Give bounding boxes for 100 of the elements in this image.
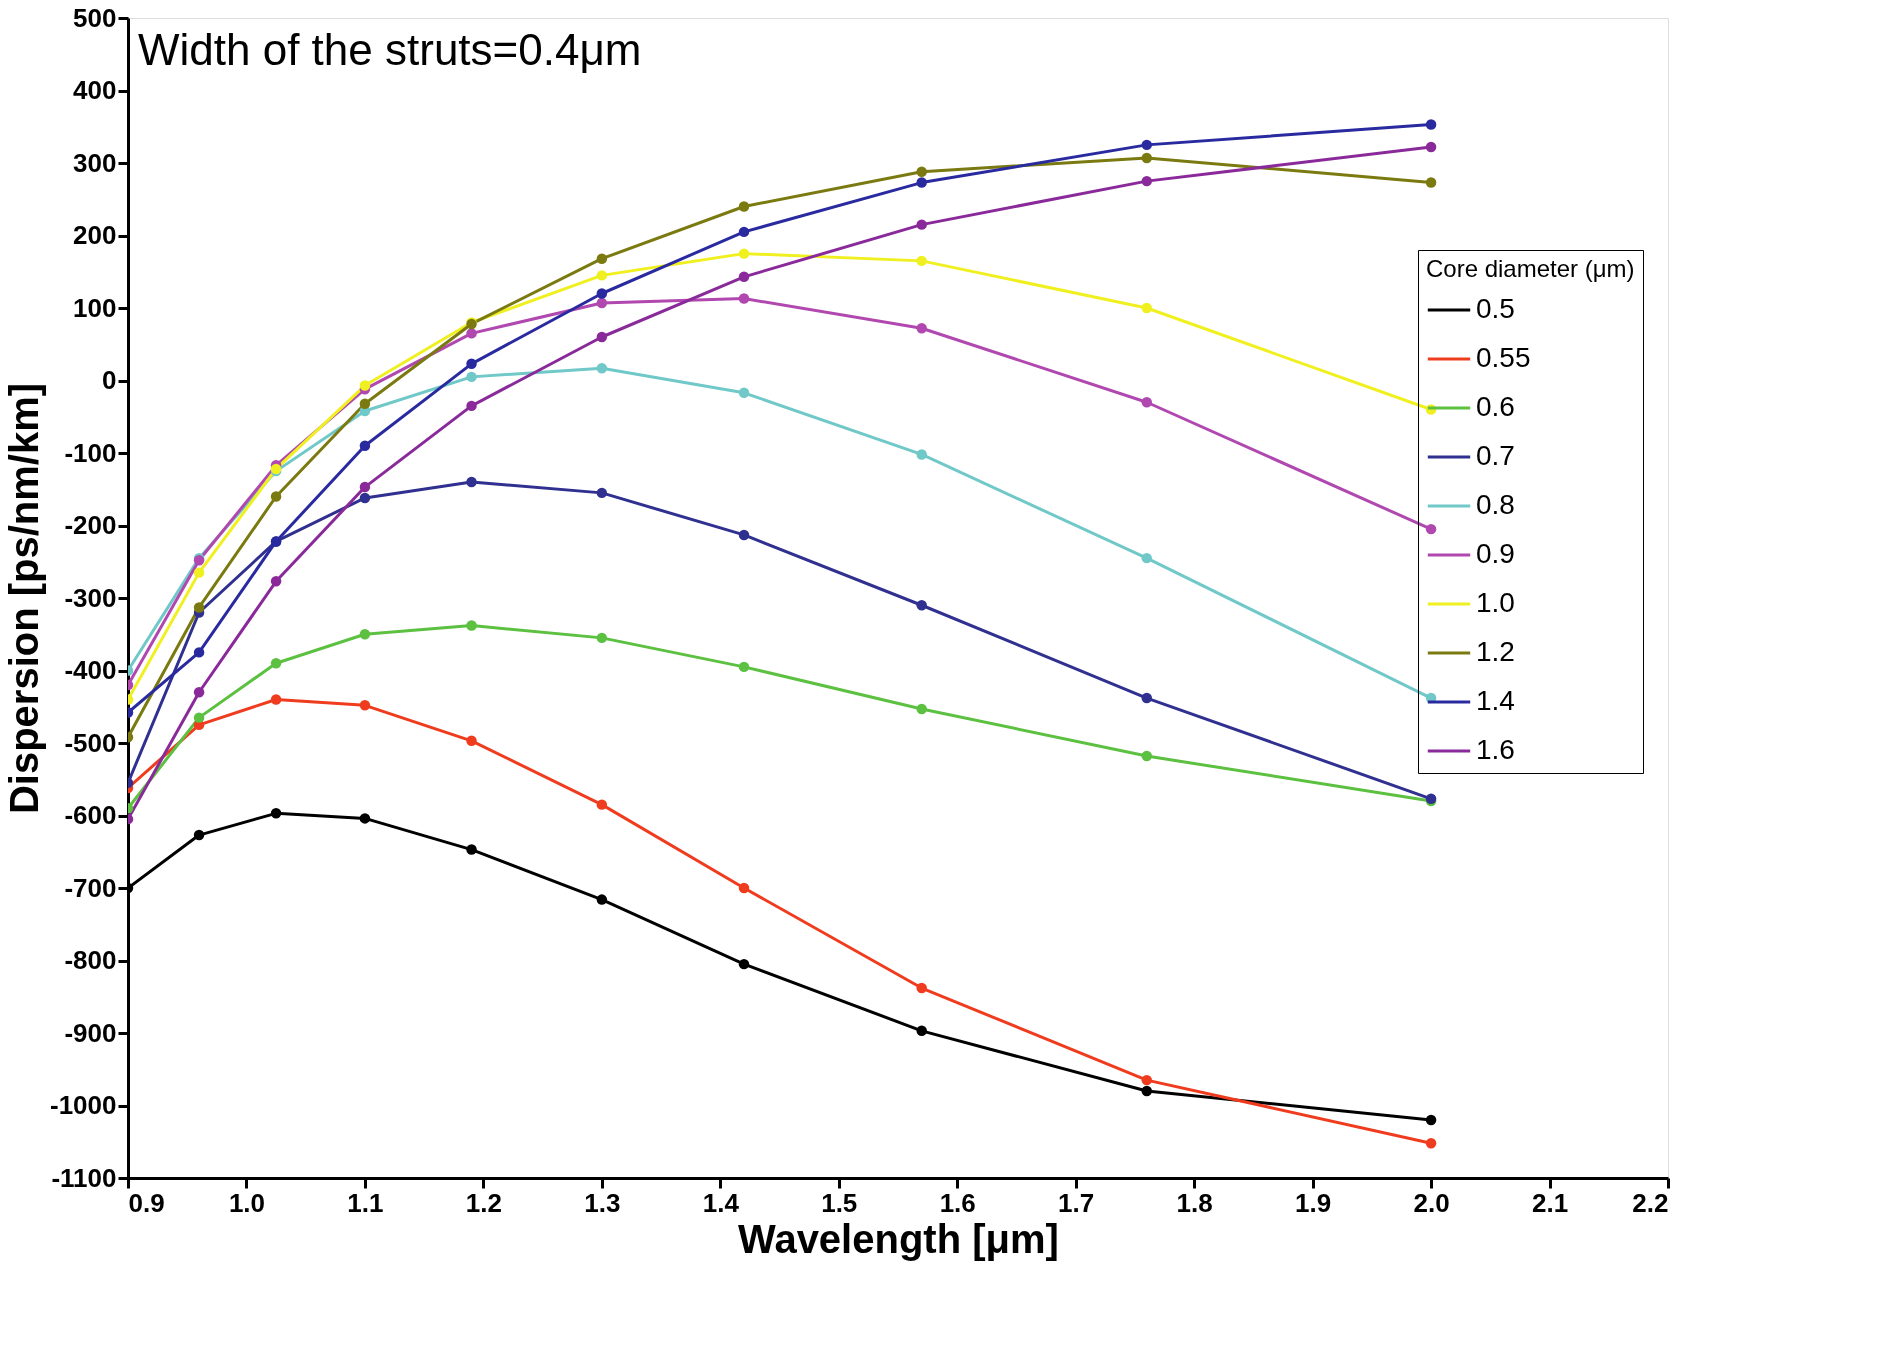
point xyxy=(1141,397,1153,408)
point xyxy=(1141,692,1153,704)
point xyxy=(916,703,927,715)
point xyxy=(738,248,750,259)
point xyxy=(359,398,371,409)
y-tick-label: -500 xyxy=(64,727,117,758)
point xyxy=(596,270,608,281)
point xyxy=(916,449,927,460)
x-tick-label: 1.6 xyxy=(939,1187,976,1218)
point xyxy=(596,331,608,343)
x-tick-label: 1.2 xyxy=(465,1187,502,1218)
point xyxy=(193,829,205,841)
point xyxy=(1141,175,1153,187)
point xyxy=(916,600,927,611)
legend-label: 0.8 xyxy=(1476,489,1515,520)
point xyxy=(596,632,608,644)
point xyxy=(359,629,371,640)
point xyxy=(359,380,371,391)
x-tick-label: 1.7 xyxy=(1058,1187,1095,1218)
point xyxy=(596,253,608,264)
legend-label: 1.2 xyxy=(1476,636,1515,667)
legend-label: 0.55 xyxy=(1476,342,1531,373)
point xyxy=(193,602,205,613)
x-tick-label: 1.5 xyxy=(821,1187,858,1218)
legend-label: 0.7 xyxy=(1476,440,1515,471)
point xyxy=(916,166,927,177)
point xyxy=(738,387,750,399)
y-tick-label: -700 xyxy=(64,872,117,903)
point xyxy=(738,882,750,894)
y-tick-label: 500 xyxy=(73,2,117,33)
y-tick-label: -600 xyxy=(64,800,117,830)
point xyxy=(466,358,477,370)
x-tick-label: 1.0 xyxy=(228,1187,266,1218)
legend-label: 0.5 xyxy=(1476,293,1515,324)
point xyxy=(359,700,371,711)
point xyxy=(916,982,927,994)
point xyxy=(596,288,608,299)
y-tick-label: -800 xyxy=(64,945,117,975)
point xyxy=(596,487,608,499)
point xyxy=(270,658,282,669)
x-tick-label: 1.8 xyxy=(1176,1187,1213,1218)
point xyxy=(193,712,205,723)
point xyxy=(359,481,371,493)
y-tick-label: 300 xyxy=(73,147,117,178)
x-tick-label: 2.0 xyxy=(1413,1187,1450,1218)
point xyxy=(193,647,205,658)
y-tick-label: 100 xyxy=(73,292,117,323)
y-tick-label: 400 xyxy=(73,75,117,105)
y-tick-label: -400 xyxy=(64,655,117,685)
point xyxy=(1425,119,1437,130)
point xyxy=(738,293,750,304)
y-tick-label: -1000 xyxy=(50,1090,117,1120)
point xyxy=(1425,1114,1437,1126)
legend-label: 0.9 xyxy=(1476,538,1515,569)
x-tick-label: 1.3 xyxy=(584,1187,621,1218)
x-tick-label: 1.9 xyxy=(1295,1187,1332,1218)
x-tick-label: 1.4 xyxy=(702,1187,740,1218)
point xyxy=(466,476,477,488)
point xyxy=(193,687,205,698)
y-tick-label: -300 xyxy=(64,582,117,613)
point xyxy=(466,735,477,747)
legend-label: 0.6 xyxy=(1476,391,1515,422)
point xyxy=(270,491,282,502)
legend-label: 1.4 xyxy=(1476,685,1515,716)
x-axis-title: Wavelength [μm] xyxy=(738,1216,1059,1261)
point xyxy=(1425,523,1437,535)
point xyxy=(270,694,282,705)
y-tick-label: -200 xyxy=(64,510,117,540)
point xyxy=(466,328,477,339)
point xyxy=(1141,1074,1153,1086)
point xyxy=(738,201,750,212)
point xyxy=(596,297,608,309)
legend-label: 1.0 xyxy=(1476,587,1515,618)
y-tick-label: -100 xyxy=(64,437,117,468)
point xyxy=(596,799,608,810)
point xyxy=(359,440,371,451)
point xyxy=(466,844,477,855)
y-tick-label: -1100 xyxy=(51,1162,117,1193)
x-tick-label: 2.1 xyxy=(1531,1187,1569,1218)
point xyxy=(916,323,927,334)
point xyxy=(916,219,927,230)
x-tick-label: 2.2 xyxy=(1632,1187,1669,1218)
point xyxy=(466,400,477,412)
point xyxy=(738,529,750,541)
point xyxy=(596,894,608,905)
point xyxy=(596,362,608,374)
legend-title: Core diameter (μm) xyxy=(1426,255,1635,282)
x-tick-label: 1.1 xyxy=(347,1187,384,1218)
point xyxy=(738,661,750,673)
point xyxy=(916,1025,927,1037)
y-tick-label: -900 xyxy=(64,1017,117,1048)
y-tick-label: 200 xyxy=(73,220,117,250)
point xyxy=(1141,302,1153,314)
point xyxy=(738,271,750,283)
y-tick-label: 0 xyxy=(102,365,117,395)
point xyxy=(466,371,477,383)
point xyxy=(270,808,282,819)
legend-label: 1.6 xyxy=(1476,734,1515,765)
point xyxy=(1425,1137,1437,1149)
point xyxy=(193,567,205,578)
